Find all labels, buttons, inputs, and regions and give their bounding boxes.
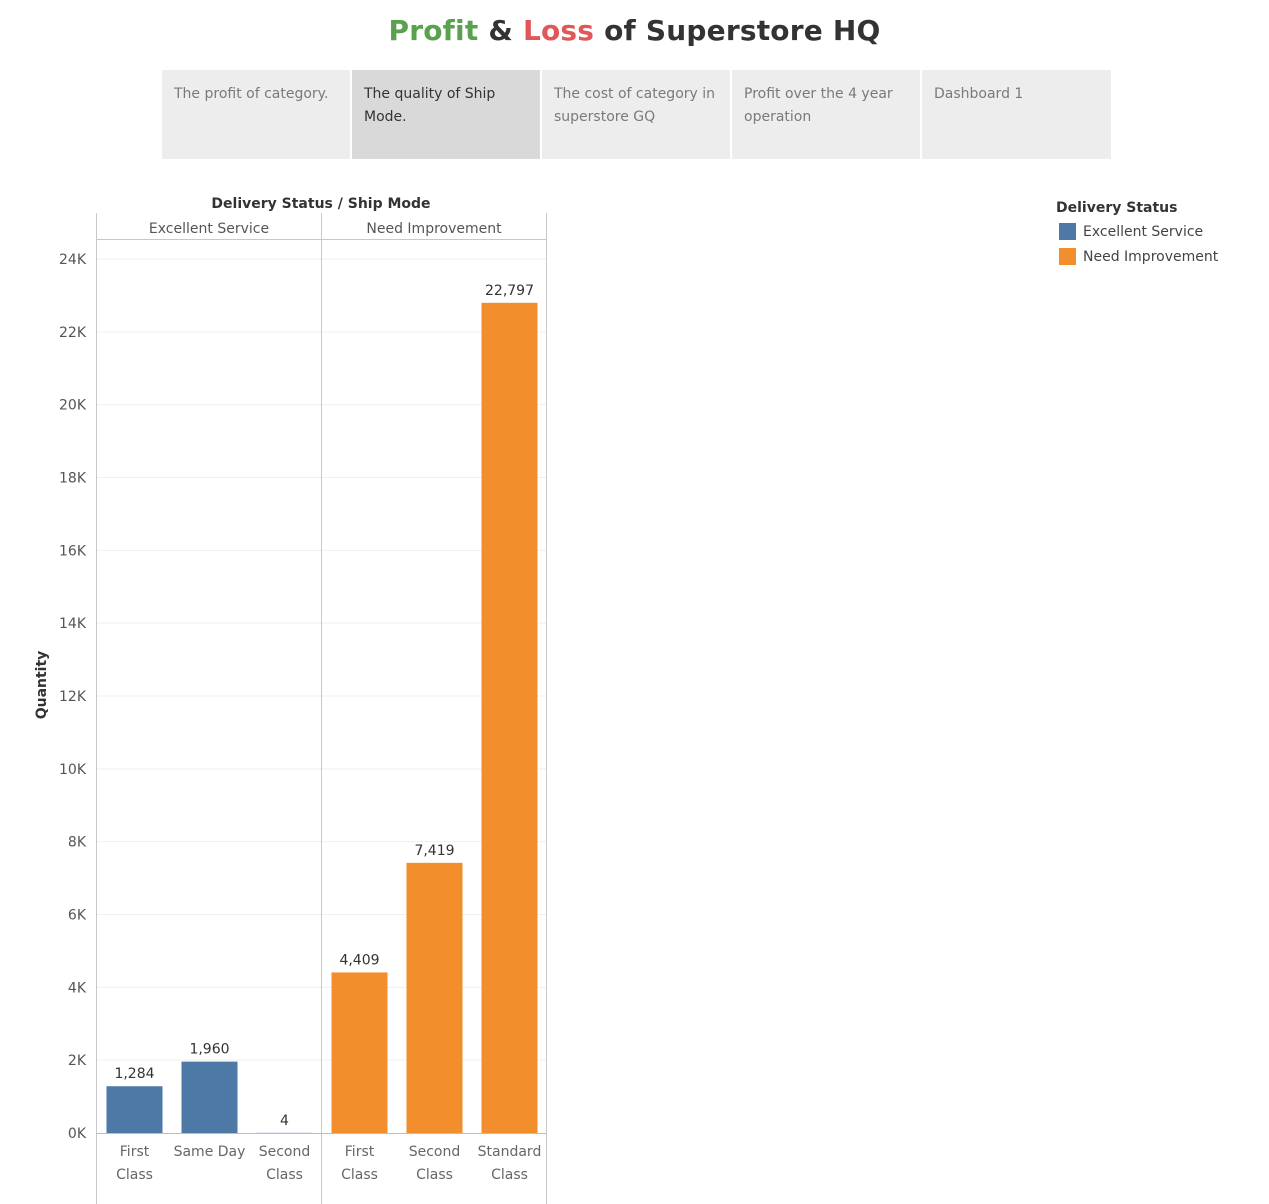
title-amp: & (488, 14, 513, 47)
tab-quality-of-ship-mode[interactable]: The quality of Ship Mode. (352, 70, 542, 159)
x-tick-label: Same Day (174, 1144, 246, 1160)
x-tick-label: Class (266, 1167, 303, 1183)
y-tick-label: 2K (68, 1053, 87, 1069)
data-label: 1,960 (189, 1042, 229, 1058)
tab-profit-over-4-years[interactable]: Profit over the 4 year operation (732, 70, 922, 159)
y-axis-label: Quantity (34, 651, 50, 720)
bar-chart: Delivery Status / Ship Mode Quantity Exc… (34, 196, 547, 1204)
tab-cost-of-category[interactable]: The cost of category in superstore GQ (542, 70, 732, 159)
panel-header-need-improvement: Need Improvement (366, 221, 502, 237)
bar-need-improvement-standard-class[interactable] (481, 302, 538, 1133)
bar-need-improvement-first-class[interactable] (331, 972, 388, 1133)
y-tick-label: 22K (59, 325, 87, 341)
story-tabs: The profit of category. The quality of S… (162, 70, 1111, 159)
legend-item-need-improvement[interactable]: Need Improvement (1056, 244, 1218, 269)
legend: Delivery Status Excellent Service Need I… (1056, 200, 1218, 269)
y-tick-label: 12K (59, 689, 87, 705)
legend-swatch-excellent-service (1059, 223, 1076, 240)
title-rest: of Superstore HQ (604, 14, 881, 47)
bar-excellent-service-same-day[interactable] (181, 1061, 238, 1133)
legend-title: Delivery Status (1056, 200, 1178, 216)
bar-need-improvement-second-class[interactable] (406, 862, 463, 1133)
y-tick-label: 6K (68, 908, 87, 924)
y-tick-label: 4K (68, 980, 87, 996)
x-tick-label: Class (341, 1167, 378, 1183)
title-loss: Loss (522, 14, 595, 47)
y-tick-label: 0K (68, 1126, 87, 1142)
x-tick-label: Second (259, 1144, 311, 1160)
data-label: 22,797 (485, 283, 534, 299)
x-tick-label: Class (116, 1167, 153, 1183)
bar-excellent-service-first-class[interactable] (106, 1086, 163, 1133)
x-tick-label: Class (491, 1167, 528, 1183)
y-tick-label: 10K (59, 762, 87, 778)
data-label: 1,284 (114, 1066, 154, 1082)
data-label: 4,409 (339, 952, 379, 968)
x-tick-label: Second (409, 1144, 461, 1160)
x-tick-label: First (345, 1144, 375, 1160)
legend-label-excellent-service: Excellent Service (1083, 223, 1204, 240)
panel-header-excellent-service: Excellent Service (149, 221, 269, 237)
chart-header: Delivery Status / Ship Mode (211, 196, 430, 212)
data-label: 4 (280, 1113, 289, 1129)
legend-item-excellent-service[interactable]: Excellent Service (1056, 219, 1218, 244)
y-tick-label: 16K (59, 543, 87, 559)
page-title: Profit & Loss of Superstore HQ (0, 14, 1269, 47)
tab-dashboard-1[interactable]: Dashboard 1 (922, 70, 1111, 159)
y-tick-label: 14K (59, 616, 87, 632)
x-tick-label: Class (416, 1167, 453, 1183)
x-tick-label: Standard (478, 1144, 542, 1160)
tab-profit-of-category[interactable]: The profit of category. (162, 70, 352, 159)
y-tick-label: 8K (68, 835, 87, 851)
x-tick-label: First (120, 1144, 150, 1160)
legend-label-need-improvement: Need Improvement (1083, 248, 1219, 265)
y-tick-label: 20K (59, 398, 87, 414)
legend-swatch-need-improvement (1059, 248, 1076, 265)
data-label: 7,419 (414, 843, 454, 859)
y-tick-label: 18K (59, 471, 87, 487)
title-profit: Profit (388, 14, 479, 47)
y-tick-label: 24K (59, 252, 87, 268)
